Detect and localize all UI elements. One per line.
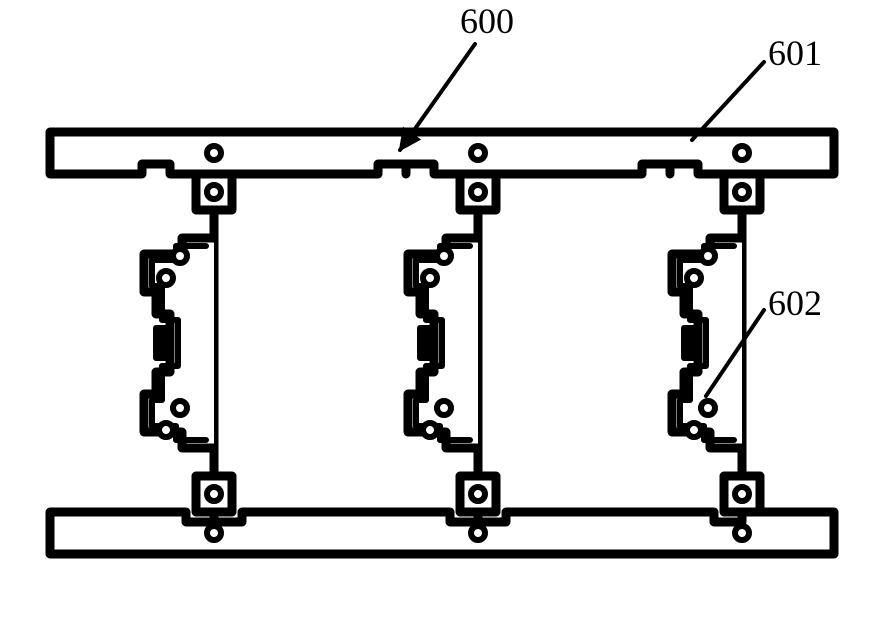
label-rail: 601 [768, 32, 822, 74]
rail-hole [735, 146, 749, 160]
bracket-hole [437, 249, 451, 263]
bracket-hole [423, 423, 437, 437]
bracket-stub [420, 328, 430, 358]
rail-bottom [50, 512, 834, 554]
bracket-stub [156, 328, 166, 358]
label-bracket: 602 [768, 282, 822, 324]
rail-hole [207, 526, 221, 540]
bracket-hole [173, 401, 187, 415]
rail-hole [471, 526, 485, 540]
bracket-hole [423, 271, 437, 285]
bracket-stub [684, 328, 694, 358]
connector-hole [207, 487, 221, 501]
rail-hole [207, 146, 221, 160]
label-assembly: 600 [460, 0, 514, 42]
bracket-hole [159, 423, 173, 437]
bracket-hole [437, 401, 451, 415]
connector-hole [471, 487, 485, 501]
bracket-hole [687, 423, 701, 437]
bracket-hole [701, 249, 715, 263]
rail-top [50, 132, 834, 174]
connector-hole [207, 185, 221, 199]
bracket-hole [687, 271, 701, 285]
rail-hole [735, 526, 749, 540]
connector-hole [735, 185, 749, 199]
bracket-hole [159, 271, 173, 285]
connector-hole [735, 487, 749, 501]
bracket-hole [701, 401, 715, 415]
bracket-hole [173, 249, 187, 263]
rail-hole [471, 146, 485, 160]
connector-hole [471, 185, 485, 199]
